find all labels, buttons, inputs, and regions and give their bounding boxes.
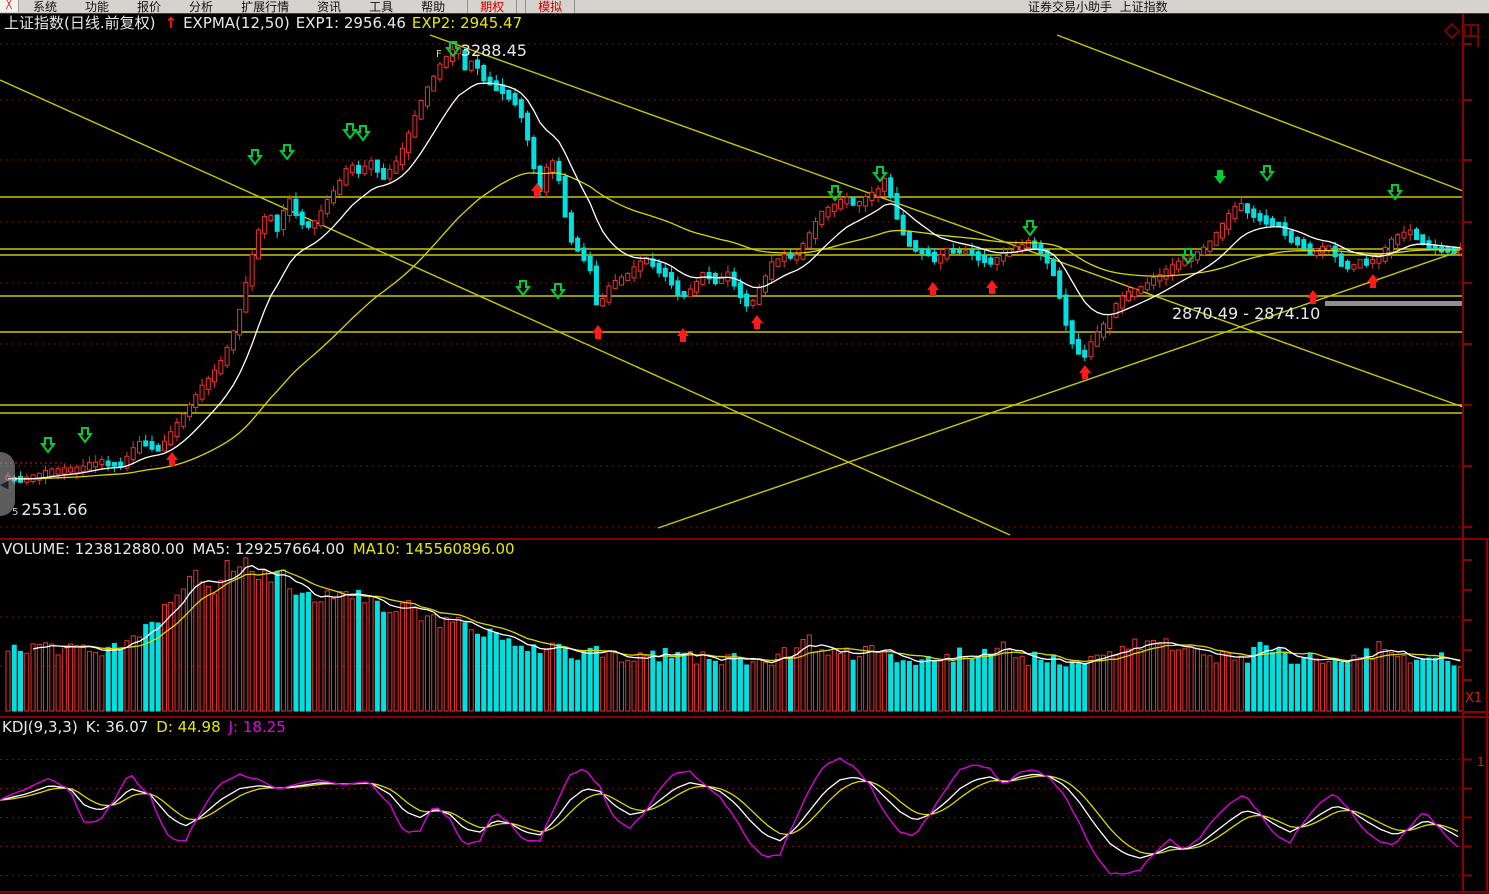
main-chart-title: 上证指数(日线.前复权) ↑ EXPMA(12,50) EXP1: 2956.46 EX… (4, 15, 528, 32)
sell-arrow-icon (550, 283, 566, 300)
volume-bars (5, 557, 1463, 712)
volume-ma-lines (32, 564, 1461, 665)
buy-arrow-icon (531, 183, 543, 197)
sell-arrow-filled-icon (1214, 170, 1226, 184)
kdj-axis-digit: 1 (1477, 755, 1485, 769)
volume-ma5: MA5: 129257664.00 (192, 540, 345, 558)
sell-arrow-icon (247, 149, 263, 166)
buy-arrow-icon (592, 325, 604, 339)
corner-icons (1443, 22, 1479, 47)
sell-arrow-icon (1259, 165, 1275, 182)
menu-items: 系统 功能 报价 分析 扩展行情 资讯 工具 帮助 期权 模拟 (19, 0, 576, 14)
app-icon[interactable]: ╳ (0, 0, 19, 12)
buy-arrow-icon (751, 315, 763, 329)
sell-arrow-icon (872, 166, 888, 183)
zoom-level-label: X1 (1465, 691, 1483, 706)
menu-right-text: 证券交易小助手 上证指数 (1028, 0, 1168, 14)
menu-item-5[interactable]: 扩展行情 (241, 0, 290, 14)
sell-arrow-icon (40, 437, 56, 454)
sell-arrow-icon (445, 41, 461, 58)
menu-item-1[interactable]: 系统 (33, 0, 58, 14)
diamond-icon[interactable] (1443, 22, 1461, 40)
right-axis (1462, 14, 1489, 891)
buy-arrow-icon (927, 282, 939, 296)
buy-arrow-icon (986, 280, 998, 294)
measure-band (1325, 301, 1463, 306)
exp2-value: EXP2: 2945.47 (411, 14, 523, 32)
menu-item-hot-1[interactable]: 期权 (467, 0, 518, 14)
sell-arrow-icon (1387, 184, 1403, 201)
trend-lines (0, 34, 1464, 536)
sell-arrow-icon (1180, 248, 1196, 265)
menu-item-8[interactable]: 帮助 (421, 0, 446, 14)
golden-horizontal-lines (0, 196, 1463, 414)
menu-item-6[interactable]: 资讯 (317, 0, 342, 14)
sell-arrow-icon (1022, 220, 1038, 237)
volume-title: VOLUME: 123812880.00 MA5: 129257664.00 MA1… (2, 541, 523, 558)
buy-arrow-icon (1307, 290, 1319, 304)
range-label: 2870.49 - 2874.10 (1172, 304, 1321, 323)
menu-item-4[interactable]: 分析 (189, 0, 214, 14)
candlesticks (5, 45, 1463, 485)
menu-item-hot-2[interactable]: 模拟 (525, 0, 576, 14)
kdj-j-value: J: 18.25 (228, 718, 286, 736)
low-prefix: 5 (12, 507, 19, 518)
panel-separators (0, 538, 1489, 893)
buy-arrow-icon (166, 452, 178, 466)
sell-arrow-icon (342, 123, 358, 140)
up-arrow-icon: ↑ (164, 14, 178, 32)
menu-item-3[interactable]: 报价 (137, 0, 162, 14)
volume-value: VOLUME: 123812880.00 (2, 540, 185, 558)
kdj-name[interactable]: KDJ(9,3,3) (2, 718, 78, 736)
signal-arrows (40, 41, 1403, 466)
exp1-value: EXP1: 2956.46 (295, 14, 406, 32)
volume-grid (0, 616, 1463, 667)
low-price: 2531.66 (21, 500, 88, 519)
buy-arrow-icon (1367, 274, 1379, 288)
low-price-label: 5 2531.66 (12, 500, 88, 519)
peak-price-label: F 3288.45 (436, 41, 527, 61)
symbol-label: 上证指数(日线.前复权) (4, 14, 156, 32)
kdj-k-value: K: 36.07 (85, 718, 149, 736)
sell-arrow-icon (77, 427, 93, 444)
menu-bar: ╳ 系统 功能 报价 分析 扩展行情 资讯 工具 帮助 期权 模拟 证券交易小助手 上证指数 (0, 0, 1489, 14)
peak-prefix: F (436, 49, 442, 60)
sell-arrow-icon (279, 144, 295, 161)
volume-ma10: MA10: 145560896.00 (352, 540, 515, 558)
kdj-grid (0, 759, 1463, 876)
sell-arrow-icon (355, 125, 371, 142)
kdj-d-value: D: 44.98 (156, 718, 221, 736)
menu-item-7[interactable]: 工具 (369, 0, 394, 14)
menu-item-2[interactable]: 功能 (85, 0, 110, 14)
peak-price: 3288.45 (460, 41, 527, 60)
indicator-label[interactable]: EXPMA(12,50) (183, 14, 290, 32)
buy-arrow-icon (677, 328, 689, 342)
sell-arrow-icon (827, 185, 843, 202)
kdj-title: KDJ(9,3,3) K: 36.07 D: 44.98 J: 18.25 (2, 719, 294, 736)
main-grid (0, 43, 1463, 528)
buy-arrow-icon (1079, 365, 1091, 379)
sell-arrow-icon (515, 280, 531, 297)
scroll-left-button[interactable]: ◀ (0, 452, 15, 516)
kdj-lines (0, 757, 1459, 875)
expma-lines (7, 82, 1461, 480)
